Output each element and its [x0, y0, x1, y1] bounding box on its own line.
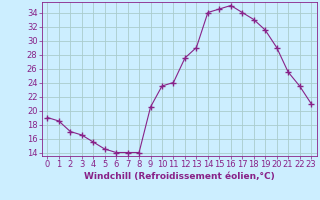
X-axis label: Windchill (Refroidissement éolien,°C): Windchill (Refroidissement éolien,°C) — [84, 172, 275, 181]
